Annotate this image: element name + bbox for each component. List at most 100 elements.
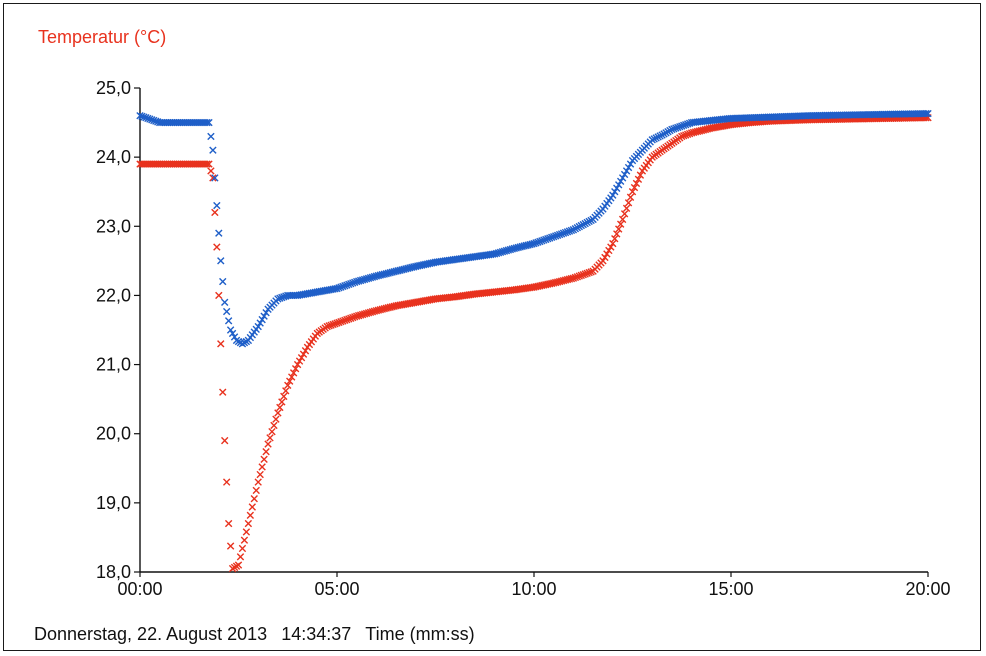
data-point: [224, 519, 233, 528]
data-point-stroke: [282, 387, 290, 395]
data-point: [325, 322, 333, 330]
data-point-stroke: [343, 281, 351, 289]
data-point-stroke: [548, 233, 556, 242]
data-point-stroke: [618, 215, 627, 224]
data-point-stroke: [553, 231, 562, 239]
data-point: [678, 122, 686, 130]
data-point-stroke: [573, 273, 582, 281]
data-point: [609, 239, 617, 248]
data-point: [291, 365, 300, 373]
data-point-stroke: [256, 319, 264, 327]
data-point-stroke: [618, 174, 627, 182]
data-point-stroke: [276, 403, 284, 412]
data-point: [329, 320, 337, 329]
data-point: [217, 257, 225, 265]
data-point: [613, 230, 621, 238]
data-point: [634, 175, 643, 183]
data-point-stroke: [260, 455, 268, 463]
y-tick-label: 21,0: [96, 355, 131, 375]
data-point: [650, 135, 658, 143]
data-point: [632, 179, 641, 188]
data-point: [683, 120, 692, 128]
data-point-stroke: [563, 228, 572, 236]
data-point: [213, 243, 221, 251]
data-point-stroke: [632, 179, 641, 188]
data-point: [343, 281, 351, 289]
data-point-stroke: [626, 193, 635, 201]
data-point: [670, 125, 678, 133]
data-point: [613, 184, 621, 192]
data-point-stroke: [616, 220, 625, 228]
data-point-stroke: [205, 160, 213, 168]
data-point: [567, 226, 576, 235]
data-point-stroke: [293, 360, 302, 369]
data-point-stroke: [215, 229, 223, 237]
data-point: [601, 253, 609, 262]
data-point: [339, 282, 347, 291]
data-point: [146, 115, 154, 123]
data-point-stroke: [222, 307, 231, 316]
data-point-stroke: [211, 208, 219, 217]
data-point-stroke: [254, 478, 262, 486]
data-point: [278, 398, 286, 406]
data-point: [266, 434, 274, 442]
data-point: [630, 183, 639, 192]
data-point-stroke: [611, 188, 619, 196]
data-point-stroke: [337, 283, 345, 291]
data-point-stroke: [278, 398, 286, 406]
data-point-stroke: [605, 246, 613, 255]
data-point: [242, 528, 251, 536]
data-point-stroke: [331, 320, 339, 328]
data-point-stroke: [615, 225, 623, 233]
data-point-stroke: [260, 312, 268, 320]
data-point: [152, 117, 160, 125]
data-point: [323, 322, 331, 331]
data-point-stroke: [240, 536, 249, 544]
y-tick-label: 23,0: [96, 216, 131, 236]
data-point-stroke: [203, 160, 211, 168]
data-point: [278, 293, 286, 302]
y-tick-label: 20,0: [96, 424, 131, 444]
data-point: [333, 319, 341, 327]
data-point: [341, 316, 349, 325]
data-point-stroke: [219, 277, 227, 286]
data-point: [681, 120, 690, 129]
data-point: [213, 201, 221, 210]
axes: [134, 87, 929, 577]
series-red: [136, 114, 932, 573]
data-point: [536, 237, 544, 246]
data-point-stroke: [152, 117, 160, 125]
data-point: [268, 427, 276, 436]
data-point: [260, 312, 268, 320]
data-point: [211, 174, 219, 182]
data-point: [211, 208, 219, 217]
data-point-stroke: [561, 228, 570, 237]
data-point: [333, 284, 341, 293]
data-point: [615, 225, 623, 233]
data-point-stroke: [559, 229, 568, 237]
data-point-stroke: [144, 114, 152, 123]
data-point: [622, 167, 631, 175]
data-point: [581, 270, 589, 278]
data-point: [680, 132, 688, 140]
data-point-stroke: [601, 253, 609, 262]
data-point: [335, 318, 343, 327]
data-point-stroke: [654, 133, 662, 141]
data-point: [144, 114, 152, 123]
data-point: [254, 478, 262, 486]
data-point: [337, 318, 345, 326]
data-point-stroke: [628, 188, 637, 196]
data-point: [274, 409, 282, 417]
data-point: [603, 250, 611, 258]
data-point: [219, 388, 227, 396]
data-point: [222, 478, 231, 486]
data-point-stroke: [924, 109, 932, 118]
data-point: [207, 167, 215, 175]
data-point-stroke: [583, 269, 591, 277]
data-point: [561, 228, 570, 237]
data-point-stroke: [254, 322, 262, 331]
data-point-stroke: [146, 115, 154, 123]
data-point: [599, 257, 607, 265]
data-point-stroke: [339, 282, 347, 291]
